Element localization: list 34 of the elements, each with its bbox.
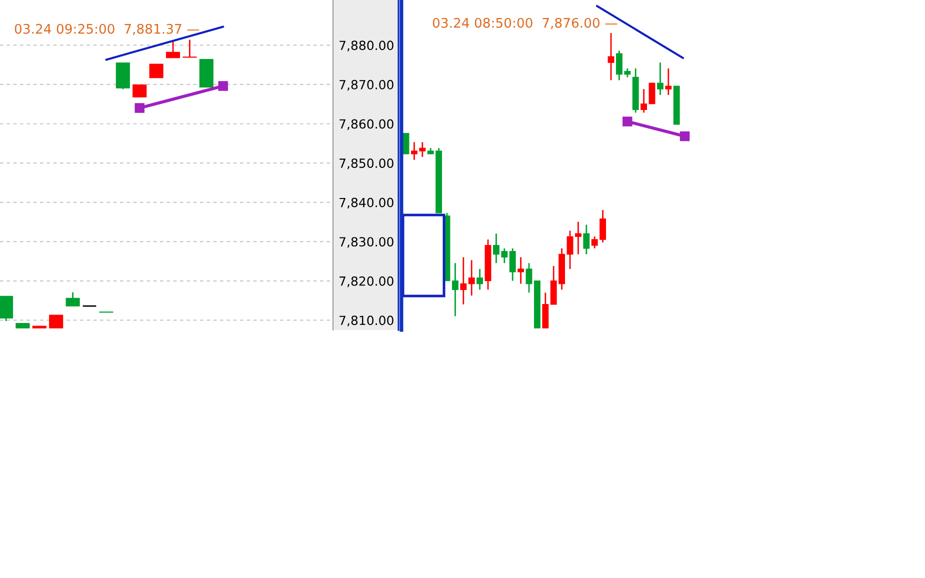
candlestick (608, 32, 614, 81)
candlestick (526, 262, 532, 294)
candlestick (452, 262, 458, 317)
candlestick (518, 256, 524, 284)
candlestick (542, 292, 549, 329)
y-tick-label: 7,840.00 (340, 198, 394, 209)
candlestick (583, 224, 590, 255)
candlestick (166, 39, 180, 58)
y-tick-label: 7,810.00 (340, 316, 394, 326)
candlestick (640, 88, 648, 114)
candlestick (566, 230, 574, 270)
candlestick (665, 68, 672, 96)
candlestick (66, 292, 80, 307)
candlestick (460, 256, 467, 306)
candlestick (509, 248, 516, 282)
candlestick (49, 314, 64, 329)
y-tick-label: 7,880.00 (340, 40, 394, 52)
y-tick-label: 7,870.00 (340, 80, 394, 91)
text: 03.24 08:50:00 7,876.00 — (432, 18, 618, 30)
annotation: 03.24 09:25:00 7,881.37 — (14, 24, 200, 36)
candlestick (648, 82, 656, 104)
candlestick (182, 39, 197, 58)
candlestick (468, 259, 475, 296)
candlestick (476, 268, 484, 290)
y-tick-label: 7,830.00 (340, 237, 394, 248)
y-tick-label: 7,860.00 (340, 119, 394, 130)
candlestick (574, 221, 582, 255)
candlestick (132, 84, 147, 98)
candlestick (149, 64, 164, 78)
candlestick (402, 132, 410, 155)
y-tick-label: 7,820.00 (340, 276, 394, 288)
y-tick-label: 7,850.00 (340, 158, 394, 170)
candlestick (0, 296, 14, 322)
candlestick (656, 62, 664, 96)
